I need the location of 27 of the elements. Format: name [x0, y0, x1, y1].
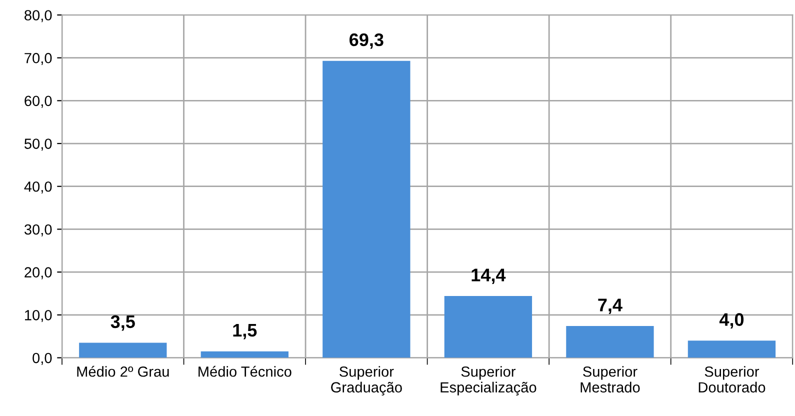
x-tick-label: Superior Doutorado	[698, 366, 766, 393]
bar	[200, 351, 288, 358]
y-tick-label: 40,0	[24, 181, 52, 194]
data-label: 69,3	[350, 33, 384, 49]
y-tick-label: 70,0	[24, 52, 52, 65]
y-tick-label: 80,0	[24, 10, 52, 22]
data-label: 4,0	[719, 313, 744, 329]
bar	[566, 326, 654, 358]
data-label: 3,5	[110, 315, 135, 331]
y-tick-label: 0,0	[32, 352, 52, 365]
data-label: 14,4	[472, 268, 506, 284]
x-tick-label: Superior Mestrado	[580, 366, 640, 393]
bar	[322, 60, 410, 358]
data-label: 1,5	[233, 324, 257, 340]
y-tick-label: 30,0	[24, 224, 52, 236]
y-tick-label: 50,0	[24, 138, 52, 151]
bar	[688, 340, 776, 358]
y-tick-label: 20,0	[24, 267, 52, 280]
y-tick-label: 60,0	[24, 96, 52, 108]
x-tick-label: Médio Técnico	[198, 366, 292, 377]
bar	[444, 296, 532, 358]
data-label: 7,4	[598, 298, 622, 314]
x-tick-label: Médio 2º Grau	[77, 366, 169, 377]
x-tick-label: Superior Especialização	[440, 366, 536, 396]
x-tick-label: Superior Graduação	[331, 366, 402, 396]
bar	[79, 342, 167, 358]
y-tick-label: 10,0	[25, 310, 52, 322]
